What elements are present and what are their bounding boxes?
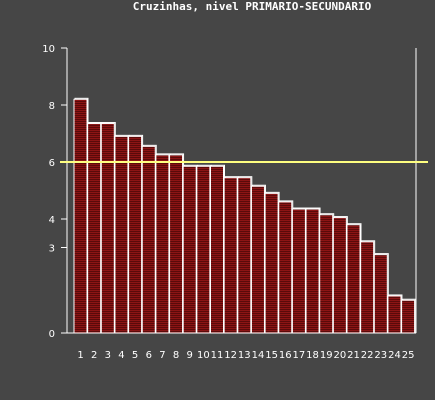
- bar: [114, 134, 130, 334]
- x-tick-label: 1: [77, 350, 83, 361]
- bar: [401, 298, 417, 334]
- bar: [196, 164, 212, 334]
- bar: [264, 191, 280, 334]
- x-tick-label: 25: [402, 350, 415, 361]
- bar: [319, 213, 335, 334]
- x-tick-label: 17: [293, 350, 306, 361]
- axes-group: [66, 48, 417, 334]
- bar: [332, 216, 348, 334]
- bar: [100, 122, 116, 334]
- x-tick-label: 15: [265, 350, 278, 361]
- bar: [87, 122, 103, 334]
- x-tick-label: 6: [146, 350, 152, 361]
- x-tick-label: 3: [105, 350, 111, 361]
- x-tick-label: 14: [252, 350, 265, 361]
- bar: [387, 294, 403, 334]
- bar: [305, 207, 321, 334]
- bar: [182, 164, 198, 334]
- x-tick-label: 13: [238, 350, 251, 361]
- bars-group: [73, 97, 417, 334]
- bar: [346, 223, 362, 334]
- x-ticks-group: 1 2 3 4 5 6 7 8 9 10 11 12 13 14 15 16 17 18 19 20 21 22 23 24 2…: [77, 350, 414, 361]
- y-tick-label: 4: [49, 215, 55, 226]
- x-tick-label: 10: [197, 350, 210, 361]
- x-tick-label: 9: [187, 350, 193, 361]
- bar: [223, 176, 239, 334]
- y-tick-label: 10: [42, 44, 55, 55]
- chart-title: Cruzinhas, nivel PRIMARIO-SECUNDARIO: [133, 0, 372, 13]
- bar: [169, 153, 185, 334]
- y-tick-label: 0: [49, 329, 55, 340]
- bar: [237, 176, 253, 334]
- y-tick-label: 6: [49, 158, 55, 169]
- bar: [250, 184, 266, 334]
- y-tick-label: 3: [49, 244, 55, 255]
- x-tick-label: 16: [279, 350, 292, 361]
- bar: [373, 253, 389, 334]
- bar: [210, 164, 225, 334]
- x-tick-label: 8: [173, 350, 179, 361]
- x-tick-label: 4: [118, 350, 124, 361]
- x-tick-label: 2: [91, 350, 97, 361]
- y-ticks-group: 0 3 4 6 8 10: [42, 44, 67, 340]
- x-tick-label: 19: [320, 350, 333, 361]
- x-tick-label: 11: [211, 350, 224, 361]
- bar: [291, 207, 307, 334]
- x-tick-label: 23: [374, 350, 387, 361]
- y-tick-label: 8: [49, 101, 55, 112]
- x-tick-label: 5: [132, 350, 138, 361]
- x-tick-label: 21: [347, 350, 360, 361]
- bar: [155, 153, 171, 334]
- x-tick-label: 7: [159, 350, 165, 361]
- x-tick-label: 20: [333, 350, 346, 361]
- bar: [278, 200, 294, 334]
- bar: [73, 97, 89, 334]
- bar: [141, 144, 157, 334]
- x-tick-label: 24: [388, 350, 401, 361]
- bar: [360, 240, 376, 334]
- x-tick-label: 22: [361, 350, 374, 361]
- x-tick-label: 12: [224, 350, 237, 361]
- bar: [128, 134, 144, 334]
- x-tick-label: 18: [306, 350, 319, 361]
